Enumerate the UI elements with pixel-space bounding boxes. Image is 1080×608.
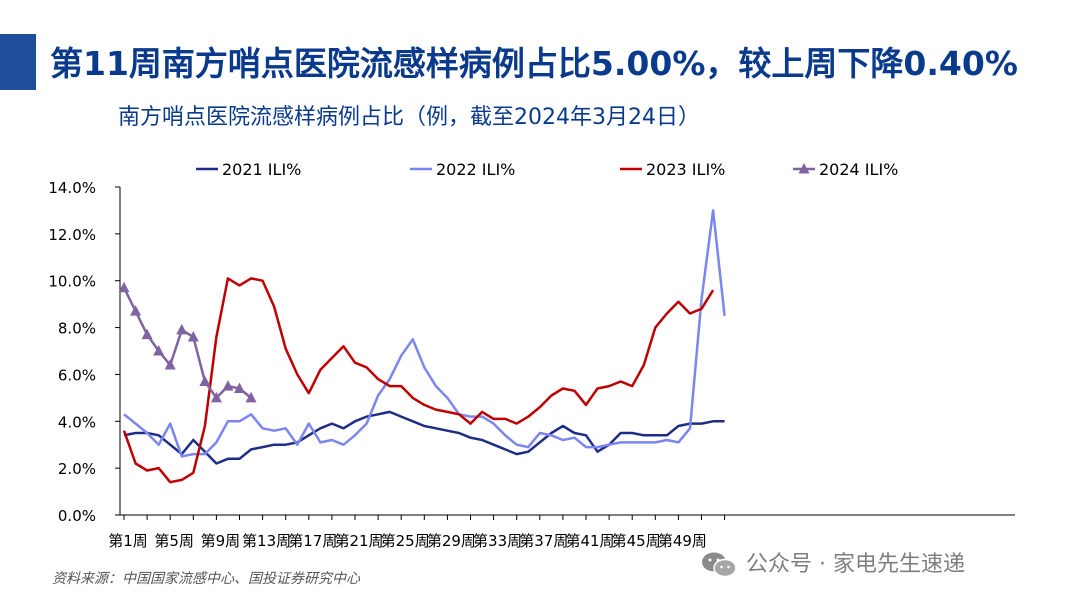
data-point-marker	[222, 380, 234, 391]
slide-title: 第11周南方哨点医院流感样病例占比5.00%，较上周下降0.40%	[50, 44, 1018, 83]
legend-label: 2023 ILI%	[646, 160, 725, 179]
data-point-marker	[141, 328, 153, 340]
data-point-marker	[118, 281, 130, 293]
x-tick-label: 第5周	[154, 532, 194, 550]
data-point-marker	[176, 323, 188, 335]
data-point-marker	[234, 382, 245, 393]
data-point-marker	[199, 375, 211, 386]
x-tick-label: 第1周	[108, 532, 148, 550]
series-line-2024-ili-	[122, 287, 252, 400]
x-tick-label: 第37周	[519, 532, 568, 550]
x-tick-label: 第29周	[427, 532, 476, 550]
series-line-2022-ili-	[123, 209, 726, 458]
series-line-2023-ili-	[122, 277, 715, 484]
x-tick-label: 第13周	[242, 532, 291, 550]
x-tick-label: 第49周	[658, 532, 707, 550]
watermark-text: 公众号 · 家电先生速递	[746, 552, 965, 577]
y-tick-label: 2.0%	[58, 460, 96, 478]
x-tick-label: 第25周	[381, 532, 430, 550]
chart-title: 南方哨点医院流感样病例占比（例，截至2024年3月24日）	[118, 105, 700, 130]
y-tick-label: 8.0%	[58, 320, 96, 338]
data-point-marker	[187, 330, 199, 342]
data-point-marker	[153, 345, 165, 356]
y-tick-label: 6.0%	[58, 366, 96, 384]
data-point-marker	[164, 359, 176, 370]
series-line-2021-ili-	[123, 410, 725, 465]
ili-line-chart: 0.0% 2.0% 4.0% 6.0% 8.0% 10.0% 12.0% 14.0% 第1周 第5…	[48, 160, 1015, 550]
legend-marker	[798, 163, 810, 174]
y-tick-label: 14.0%	[48, 179, 96, 197]
legend-label: 2022 ILI%	[436, 160, 515, 179]
x-tick-label: 第21周	[334, 532, 383, 550]
source-note: 资料来源：中国国家流感中心、国投证券研究中心	[52, 571, 360, 587]
data-point-marker	[245, 391, 257, 403]
x-tick-label: 第45周	[612, 532, 661, 550]
y-tick-label: 4.0%	[58, 413, 96, 431]
data-point-marker	[210, 391, 222, 403]
wechat-watermark: 公众号 · 家电先生速递	[700, 545, 965, 585]
y-tick-label: 10.0%	[48, 273, 96, 291]
y-tick-label: 12.0%	[48, 226, 96, 244]
x-tick-label: 第9周	[201, 532, 241, 550]
title-accent-bar	[0, 34, 36, 90]
legend-label: 2024 ILI%	[819, 160, 898, 179]
x-tick-label: 第17周	[288, 532, 337, 550]
wechat-icon	[702, 552, 737, 578]
legend-label: 2021 ILI%	[222, 160, 301, 179]
x-tick-label: 第41周	[565, 532, 614, 550]
y-tick-label: 0.0%	[58, 507, 96, 525]
data-point-marker	[130, 305, 142, 316]
x-tick-label: 第33周	[473, 532, 522, 550]
